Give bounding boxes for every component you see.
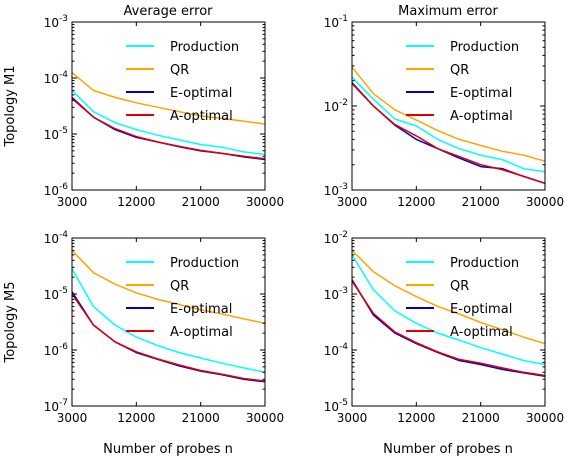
legend-label-a-optimal: A-optimal (450, 325, 513, 340)
legend-label-e-optimal: E-optimal (170, 86, 232, 101)
series-line-a-optimal (351, 280, 546, 377)
plot-frame (71, 237, 266, 407)
legend-label-a-optimal: A-optimal (170, 109, 233, 124)
plot-frame (351, 237, 546, 407)
series-line-a-optimal (71, 97, 266, 160)
x-tick-label: 30000 (246, 411, 284, 425)
series-line-production (71, 268, 266, 374)
legend-label-e-optimal: E-optimal (450, 302, 512, 317)
legend-label-production: Production (450, 256, 519, 271)
panel-m5-average: 3000 12000 21000 30000 10-7 10-6 10-5 10-4 Produ… (44, 230, 284, 425)
legend-label-e-optimal: E-optimal (450, 86, 512, 101)
y-tick-label: 10-7 (44, 398, 68, 414)
x-axis-label-left: Number of probes n (103, 442, 233, 457)
x-tick-label: 21000 (462, 411, 500, 425)
series-line-production (351, 254, 546, 366)
column-title-maximum-error: Maximum error (398, 4, 498, 19)
x-tick-label: 30000 (526, 411, 564, 425)
series-line-e-optimal (351, 82, 546, 185)
x-tick-label: 30000 (246, 195, 284, 209)
series-line-a-optimal (71, 293, 266, 382)
y-tick-label: 10-2 (324, 98, 348, 114)
x-tick-label: 12000 (117, 411, 155, 425)
x-tick-label: 21000 (182, 195, 220, 209)
x-tick-label: 3000 (337, 195, 368, 209)
legend-label-e-optimal: E-optimal (170, 302, 232, 317)
y-tick-label: 10-5 (44, 286, 68, 302)
legend-label-production: Production (450, 40, 519, 55)
series-line-a-optimal (351, 83, 546, 185)
series-line-production (351, 76, 546, 173)
x-tick-label: 12000 (397, 195, 435, 209)
series-line-qr (351, 249, 546, 345)
series-line-e-optimal (71, 291, 266, 383)
series-line-production (71, 89, 266, 156)
x-tick-label: 3000 (337, 411, 368, 425)
y-tick-label: 10-4 (44, 70, 69, 86)
x-axis-label-right: Number of probes n (383, 442, 513, 457)
legend-label-qr: QR (450, 279, 469, 294)
plot-frame (71, 21, 266, 191)
legend-label-qr: QR (450, 63, 469, 78)
y-tick-label: 10-2 (324, 230, 348, 246)
legend-label-production: Production (170, 40, 239, 55)
x-tick-label: 12000 (397, 411, 435, 425)
y-tick-label: 10-3 (324, 286, 348, 302)
row-label-topology-m5: Topology M5 (3, 281, 18, 363)
legend-label-a-optimal: A-optimal (170, 325, 233, 340)
x-tick-label: 30000 (526, 195, 564, 209)
legend-label-qr: QR (170, 279, 189, 294)
y-tick-label: 10-4 (324, 342, 349, 358)
series-line-e-optimal (351, 279, 546, 377)
y-tick-label: 10-6 (44, 182, 69, 198)
y-tick-label: 10-3 (324, 182, 348, 198)
x-tick-label: 21000 (182, 411, 220, 425)
column-title-average-error: Average error (124, 4, 214, 19)
series-line-qr (351, 66, 546, 162)
y-tick-label: 10-5 (324, 398, 348, 414)
x-tick-label: 3000 (57, 195, 88, 209)
y-tick-label: 10-3 (44, 14, 68, 30)
legend-label-qr: QR (170, 63, 189, 78)
panel-m5-maximum: 3000 12000 21000 30000 10-5 10-4 10-3 10-2 Produ… (324, 230, 564, 425)
x-tick-label: 12000 (117, 195, 155, 209)
series-line-qr (71, 249, 266, 325)
x-tick-label: 21000 (462, 195, 500, 209)
legend-label-production: Production (170, 256, 239, 271)
y-tick-label: 10-5 (44, 126, 68, 142)
series-line-qr (71, 72, 266, 125)
y-tick-label: 10-6 (44, 342, 69, 358)
y-tick-label: 10-1 (324, 14, 348, 30)
panel-m1-maximum: 3000 12000 21000 30000 10-3 10-2 10-1 Productio… (324, 14, 564, 209)
x-tick-label: 3000 (57, 411, 88, 425)
panel-m1-average: 3000 12000 21000 30000 10-6 10-5 10-4 10-3 Produ… (44, 14, 284, 209)
y-tick-label: 10-4 (44, 230, 69, 246)
legend-label-a-optimal: A-optimal (450, 109, 513, 124)
row-label-topology-m1: Topology M1 (3, 65, 18, 147)
